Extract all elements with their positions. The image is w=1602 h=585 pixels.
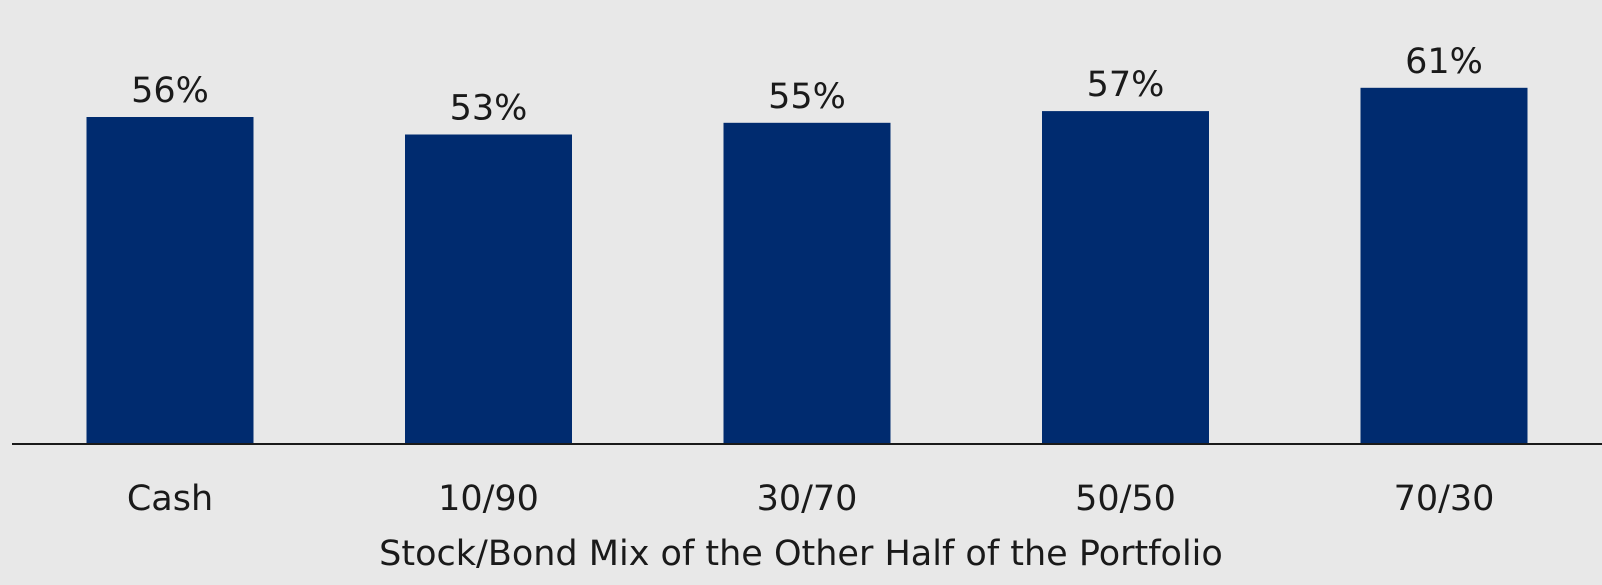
- bar-value-label: 57%: [1087, 65, 1165, 105]
- x-tick-label: 30/70: [757, 479, 858, 519]
- bar-value-label: 61%: [1405, 42, 1483, 82]
- bar: [1042, 111, 1209, 444]
- x-axis-title: Stock/Bond Mix of the Other Half of the …: [379, 534, 1223, 574]
- x-tick-label: 10/90: [438, 479, 539, 519]
- bar: [723, 122, 891, 445]
- bar: [86, 117, 254, 444]
- x-tick-labels-group: Cash 10/90 30/70 50/50 70/30: [127, 479, 1495, 519]
- bars-group: [86, 87, 1528, 445]
- bar-value-label: 56%: [131, 71, 209, 111]
- bar: [1360, 87, 1528, 445]
- bar-value-label: 55%: [768, 77, 846, 117]
- bar-value-label: 53%: [450, 89, 528, 129]
- value-labels-group: 56% 53% 55% 57% 61%: [131, 42, 1483, 129]
- x-tick-label: Cash: [127, 479, 213, 519]
- x-tick-label: 70/30: [1394, 479, 1495, 519]
- bar: [405, 134, 572, 444]
- x-tick-label: 50/50: [1075, 479, 1176, 519]
